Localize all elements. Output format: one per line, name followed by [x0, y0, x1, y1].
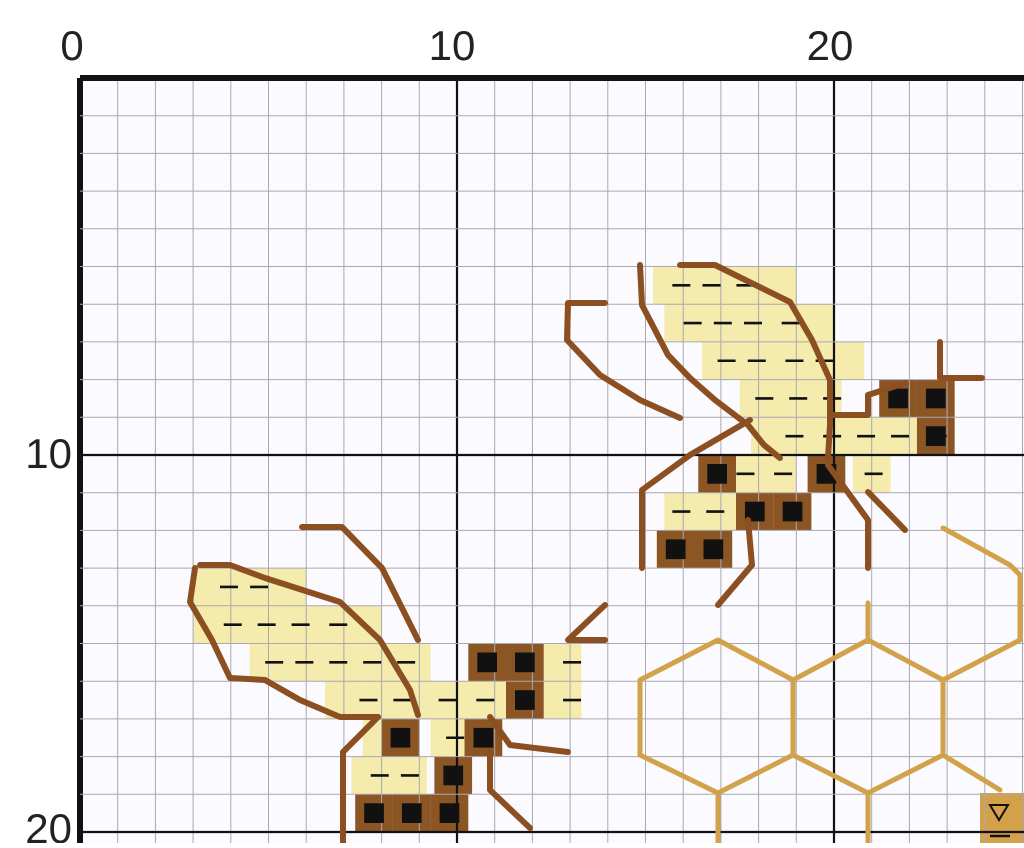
- backstitch-brown-line: [487, 714, 571, 755]
- square-symbol: [439, 803, 460, 823]
- backstitch-lines: [187, 262, 1023, 846]
- backstitch-brown-line: [827, 380, 908, 418]
- backstitch-brown-line: [565, 602, 608, 643]
- honeycomb-line: [940, 637, 1023, 683]
- backstitch-brown-line: [937, 339, 985, 381]
- square-symbol: [390, 727, 411, 748]
- honeycomb-line: [940, 525, 1023, 578]
- square-symbol: [401, 803, 422, 823]
- square-symbol: [473, 727, 494, 748]
- backstitch-brown-line: [637, 262, 783, 461]
- square-symbol: [707, 464, 727, 484]
- stitch-cells: [193, 266, 1024, 843]
- ruler-top-0: 0: [60, 22, 83, 69]
- backstitch-brown-line: [340, 714, 381, 846]
- left-ruler: 10 20: [25, 430, 72, 848]
- backstitch-brown-line: [865, 489, 908, 533]
- square-symbol: [888, 388, 908, 409]
- corner-symbol-cell: [980, 793, 1024, 843]
- square-symbol: [925, 388, 946, 409]
- ruler-left-10: 10: [25, 430, 72, 477]
- square-symbol: [703, 539, 724, 560]
- backstitch-brown-line: [197, 562, 421, 718]
- backstitch-brown-line: [299, 524, 421, 643]
- backstitch-brown-line: [639, 417, 753, 571]
- triangle-symbol: [988, 804, 1010, 822]
- square-symbol: [515, 652, 535, 673]
- backstitch-brown-line: [487, 749, 533, 831]
- square-symbol: [477, 652, 498, 673]
- square-symbol: [925, 426, 946, 446]
- square-symbol: [744, 501, 765, 522]
- backstitch-brown-line: [187, 565, 381, 720]
- square-symbol: [443, 765, 464, 786]
- backstitch-brown-line: [715, 517, 755, 608]
- square-symbol: [665, 539, 686, 560]
- square-symbol: [364, 803, 384, 823]
- square-symbol: [782, 501, 803, 522]
- backstitch-brown-line: [677, 262, 833, 461]
- backstitch-brown-line: [825, 462, 871, 571]
- honeycomb-line: [940, 752, 1003, 793]
- square-symbol: [515, 690, 535, 710]
- ruler-left-20: 20: [25, 805, 72, 843]
- ruler-top-10: 10: [429, 22, 476, 69]
- ruler-top-20: 20: [807, 22, 854, 69]
- stitch-symbols: [219, 284, 1010, 838]
- backstitch-brown-line: [564, 300, 683, 421]
- top-ruler: 0 10 20: [60, 22, 853, 69]
